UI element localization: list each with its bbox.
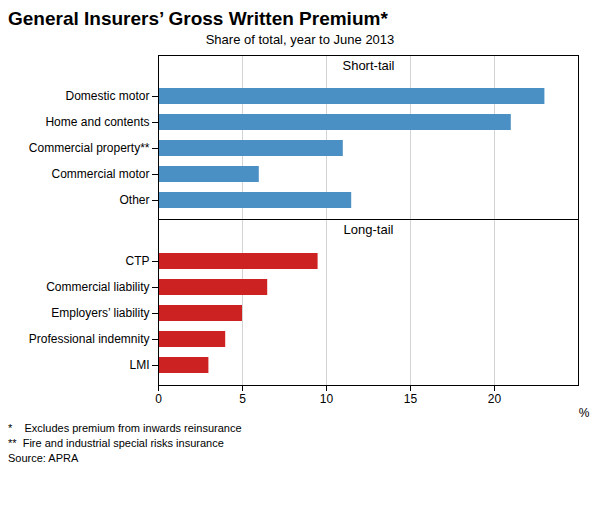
svg-text:15: 15 xyxy=(404,392,418,406)
svg-text:10: 10 xyxy=(320,392,334,406)
svg-text:LMI: LMI xyxy=(129,358,149,372)
svg-text:Employers’ liability: Employers’ liability xyxy=(51,306,149,320)
svg-text:20: 20 xyxy=(488,392,502,406)
svg-text:Professional indemnity: Professional indemnity xyxy=(29,332,150,346)
svg-text:Long-tail: Long-tail xyxy=(344,222,394,237)
svg-text:0: 0 xyxy=(155,392,162,406)
svg-text:Commercial motor: Commercial motor xyxy=(51,167,149,181)
svg-text:Commercial property**: Commercial property** xyxy=(29,141,150,155)
svg-text:Home and contents: Home and contents xyxy=(45,115,149,129)
html-text:Share of total, year to June 2: Share of total, year to June 2013 xyxy=(205,32,395,47)
html-text:Source: APRA: Source: APRA xyxy=(8,452,79,464)
html-text:** Fire and industrial special: ** Fire and industrial special risks ins… xyxy=(8,437,224,449)
svg-text:%: % xyxy=(579,406,590,420)
html-text:* Excludes premium from inward: * Excludes premium from inwards reinsura… xyxy=(8,422,242,434)
svg-text:Commercial liability: Commercial liability xyxy=(46,280,149,294)
svg-text:Short-tail: Short-tail xyxy=(342,58,394,73)
svg-text:Other: Other xyxy=(119,193,149,207)
svg-text:5: 5 xyxy=(239,392,246,406)
svg-text:Domestic motor: Domestic motor xyxy=(65,89,149,103)
html-text:General Insurers’ Gross Writte: General Insurers’ Gross Written Premium* xyxy=(8,8,388,29)
svg-text:CTP: CTP xyxy=(126,254,150,268)
